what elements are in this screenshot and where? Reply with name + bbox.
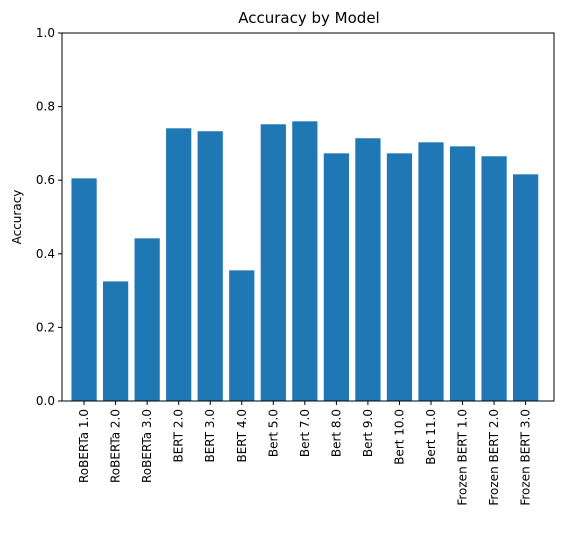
bar-bert-11-0 (418, 142, 444, 401)
x-tick-label: Bert 5.0 (266, 409, 280, 457)
x-tick-label: Frozen BERT 3.0 (519, 409, 533, 506)
y-tick-label: 0.0 (36, 394, 55, 408)
y-tick-label: 1.0 (36, 26, 55, 40)
x-tick-label: BERT 2.0 (172, 409, 186, 463)
bar-bert-3-0 (197, 131, 223, 402)
y-tick-label: 0.6 (36, 173, 55, 187)
x-tick-label: BERT 4.0 (235, 409, 249, 463)
bar-frozen-bert-1-0 (449, 146, 476, 401)
bar-bert-2-0 (166, 128, 192, 401)
x-tick-label: BERT 3.0 (203, 409, 217, 463)
y-axis-ticks: 0.0 0.2 0.4 0.6 0.8 1.0 (36, 26, 62, 408)
x-tick-label: Bert 10.0 (392, 409, 406, 465)
x-tick-label: Frozen BERT 1.0 (456, 409, 470, 506)
bar-roberta-2-0 (103, 281, 129, 401)
bar-bert-10-0 (386, 153, 413, 401)
bar-frozen-bert-2-0 (481, 156, 507, 401)
x-tick-label: Bert 11.0 (424, 409, 438, 465)
bars-group (71, 121, 539, 402)
y-tick-label: 0.2 (36, 320, 55, 334)
plot-frame (61, 32, 555, 402)
y-axis-label: Accuracy (10, 190, 24, 245)
bar-roberta-1-0 (71, 178, 97, 401)
x-tick-label: Bert 9.0 (361, 409, 375, 457)
x-tick-label: Frozen BERT 2.0 (487, 409, 501, 506)
chart-title: Accuracy by Model (238, 9, 379, 27)
x-tick-label: RoBERTa 2.0 (109, 409, 123, 483)
y-tick-label: 0.4 (36, 247, 55, 261)
bar-bert-4-0 (229, 270, 255, 401)
bar-frozen-bert-3-0 (513, 174, 539, 401)
bar-bert-5-0 (260, 124, 286, 401)
bar-roberta-3-0 (134, 238, 160, 401)
x-tick-label: RoBERTa 1.0 (77, 409, 91, 483)
bar-bert-7-0 (292, 121, 318, 401)
x-axis-ticks: RoBERTa 1.0 RoBERTa 2.0 RoBERTa 3.0 BERT 2.… (77, 401, 533, 506)
x-tick-label: RoBERTa 3.0 (140, 409, 154, 483)
x-tick-label: Bert 8.0 (329, 409, 343, 457)
y-tick-label: 0.8 (36, 100, 55, 114)
x-tick-label: Bert 7.0 (298, 409, 312, 457)
bar-bert-9-0 (355, 138, 381, 402)
bar-bert-8-0 (323, 153, 349, 401)
